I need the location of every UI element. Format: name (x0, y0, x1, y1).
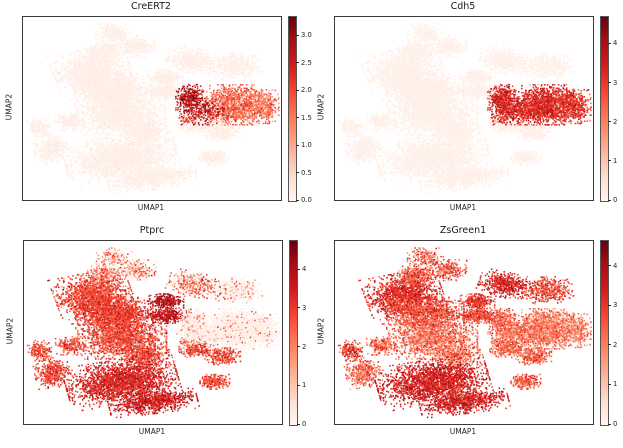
colorbar-tick (608, 383, 611, 385)
colorbar-tick (296, 144, 299, 146)
colorbar-tick-label: 2 (613, 340, 618, 349)
colorbar-tick (296, 62, 299, 64)
x-axis-label: UMAP1 (138, 427, 166, 436)
colorbar-tick-label: 4 (613, 261, 618, 270)
y-axis-label: UMAP2 (316, 93, 326, 121)
colorbar-gradient (288, 16, 297, 202)
colorbar-tick (297, 307, 300, 309)
colorbar-tick-label: 0 (613, 420, 618, 428)
y-axis-label: UMAP2 (5, 317, 15, 345)
colorbar: 0 1 2 3 4 (600, 240, 617, 428)
colorbar-tick-label: 2.0 (301, 86, 312, 95)
colorbar-tick-label: 2.5 (301, 58, 312, 67)
panel-ptprc: Ptprc UMAP2 UMAP1 0 1 2 3 4 (1, 224, 312, 448)
colorbar-tick-label: 0.0 (301, 196, 312, 204)
colorbar: 0 1 2 3 4 (289, 240, 306, 428)
colorbar-tick (296, 117, 299, 119)
colorbar-tick (608, 160, 611, 162)
colorbar-tick-label: 1.5 (301, 113, 312, 122)
colorbar-tick (608, 199, 611, 201)
colorbar-tick-label: 3.0 (301, 31, 312, 40)
panel-cdh5: Cdh5 UMAP2 UMAP1 0 1 2 3 4 (312, 0, 623, 224)
colorbar-gradient (289, 240, 298, 426)
colorbar-tick-label: 3 (613, 301, 618, 310)
x-axis-label: UMAP1 (449, 203, 477, 212)
colorbar-tick-label: 1 (302, 381, 307, 390)
colorbar-gradient (600, 240, 609, 426)
colorbar-tick (608, 304, 611, 306)
panel-zsgreen1: ZsGreen1 UMAP2 UMAP1 0 1 2 3 4 (312, 224, 623, 448)
colorbar-tick (296, 89, 299, 91)
colorbar-tick (608, 423, 611, 425)
panel-title: Cdh5 (450, 1, 476, 12)
colorbar-tick-label: 0 (613, 196, 618, 204)
umap-scatter-canvas (22, 16, 282, 201)
colorbar-gradient (600, 16, 609, 202)
colorbar-tick-label: 4 (302, 265, 307, 274)
umap-scatter-canvas (23, 240, 283, 425)
colorbar-tick (608, 344, 611, 346)
colorbar-tick (296, 34, 299, 36)
colorbar-tick (608, 265, 611, 267)
panel-creert2: CreERT2 UMAP2 UMAP1 0.0 0.5 1.0 1.5 2.0 2.5 3.… (0, 0, 312, 224)
colorbar-tick (297, 268, 300, 270)
panel-title: Ptprc (139, 225, 165, 236)
x-axis-label: UMAP1 (449, 427, 477, 436)
colorbar-tick (296, 199, 299, 201)
colorbar-tick (297, 384, 300, 386)
colorbar: 0 1 2 3 4 (600, 16, 617, 204)
panel-title: ZsGreen1 (439, 225, 487, 236)
colorbar-tick (608, 42, 611, 44)
umap-scatter-canvas (334, 16, 594, 201)
panel-title: CreERT2 (131, 1, 171, 12)
colorbar-tick-label: 1 (613, 380, 618, 389)
colorbar-tick-label: 0 (302, 420, 307, 428)
colorbar-tick-label: 1 (613, 156, 618, 165)
colorbar-tick (608, 82, 611, 84)
colorbar-tick (297, 423, 300, 425)
colorbar-tick-label: 3 (302, 303, 307, 312)
colorbar-tick (608, 121, 611, 123)
colorbar-tick-label: 1.0 (301, 141, 312, 150)
colorbar-tick-label: 3 (613, 78, 618, 87)
colorbar-tick (297, 346, 300, 348)
x-axis-label: UMAP1 (137, 203, 165, 212)
colorbar-tick (296, 172, 299, 174)
colorbar-tick-label: 2 (613, 117, 618, 126)
colorbar-tick-label: 4 (613, 39, 618, 48)
colorbar-tick-label: 0.5 (301, 168, 312, 177)
umap-scatter-canvas (334, 240, 594, 425)
y-axis-label: UMAP2 (316, 317, 326, 345)
y-axis-label: UMAP2 (4, 93, 14, 121)
colorbar: 0.0 0.5 1.0 1.5 2.0 2.5 3.0 (288, 16, 312, 204)
colorbar-tick-label: 2 (302, 342, 307, 351)
